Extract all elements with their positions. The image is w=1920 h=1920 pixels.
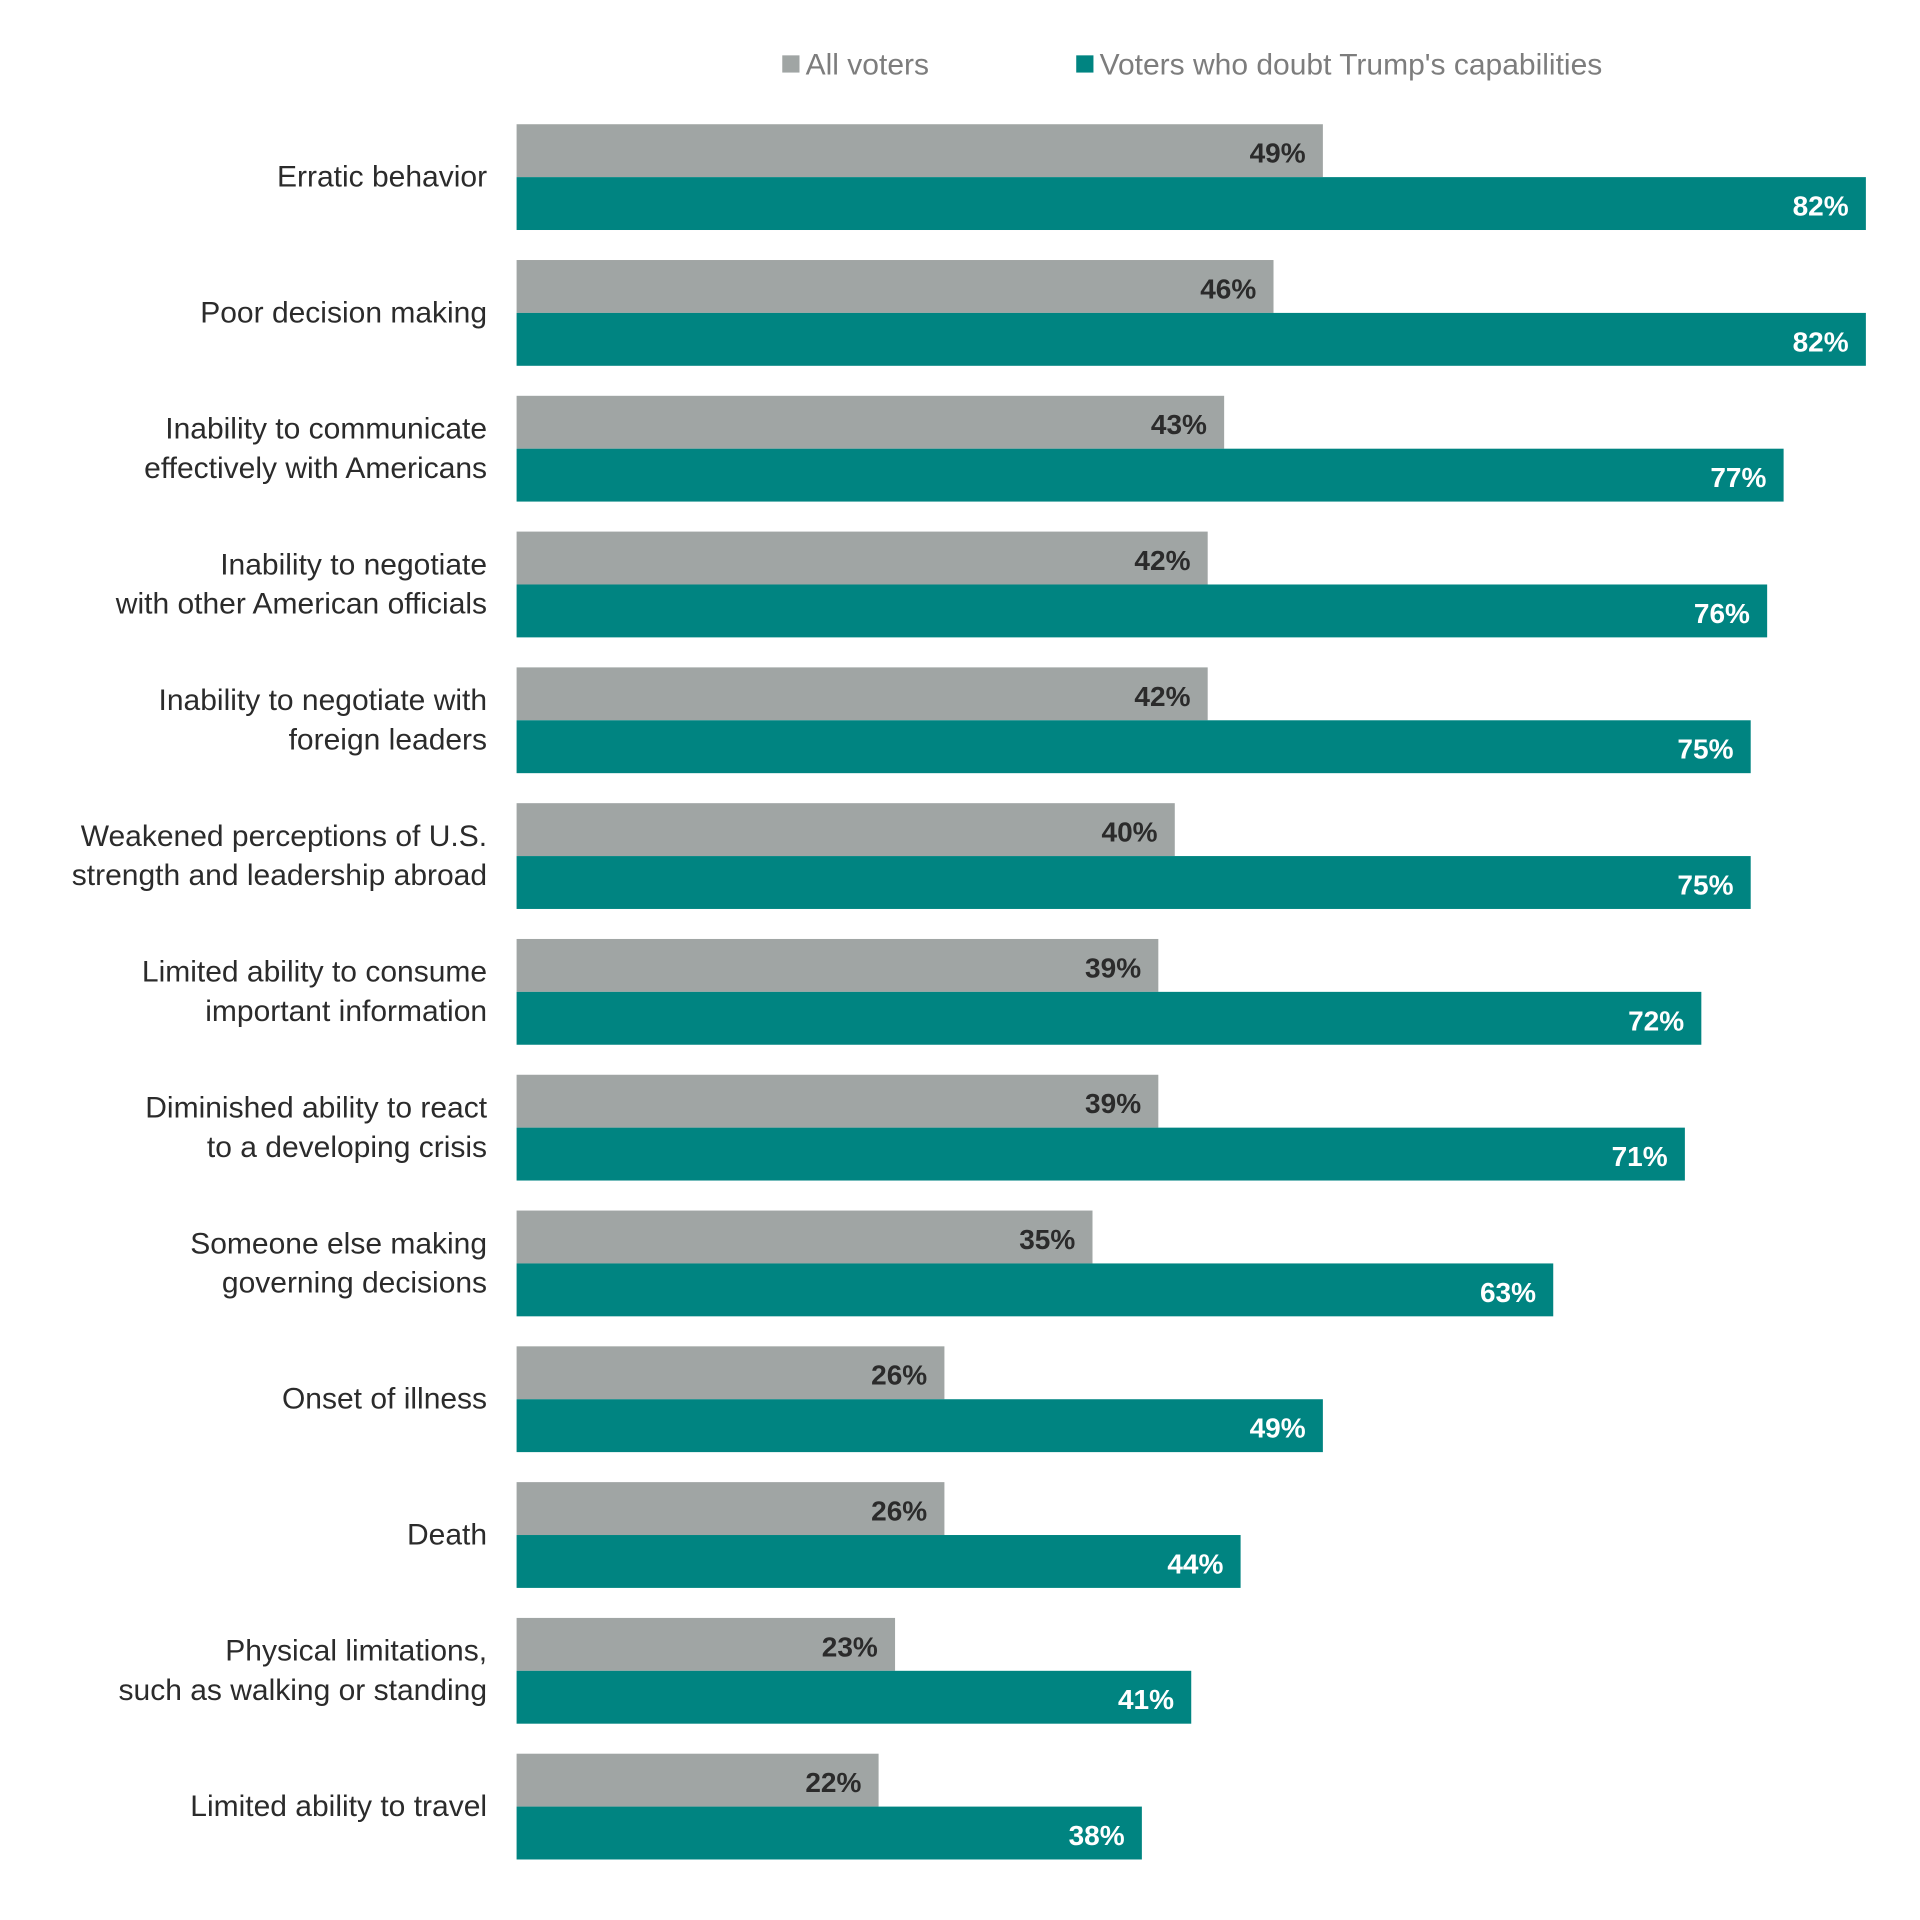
data-label-all-voters: 49% [1250,138,1306,169]
bar-all-voters [516,1346,945,1400]
data-label-all-voters: 23% [822,1631,878,1662]
bar-all-voters [516,938,1159,992]
bar-doubters [516,1670,1192,1724]
category-label: Inability to communicate effectively with… [144,413,487,485]
legend: All voters Voters who doubt Trump's capab… [782,49,1602,82]
legend-label-2: Voters who doubt Trump's capabilities [1100,49,1603,82]
data-label-all-voters: 26% [871,1496,927,1527]
data-label-doubters: 71% [1612,1141,1668,1172]
data-label-all-voters: 35% [1019,1224,1075,1255]
bar-all-voters [516,1617,896,1671]
legend-swatch-2 [1076,55,1094,73]
bar-doubters [516,312,1866,366]
data-label-doubters: 82% [1793,191,1849,222]
bar-all-voters [516,395,1225,449]
category-label: Poor decision making [200,296,487,329]
data-label-all-voters: 43% [1151,409,1207,440]
data-label-doubters: 38% [1069,1820,1125,1851]
data-label-doubters: 75% [1677,734,1733,765]
bar-all-voters [516,1210,1093,1264]
data-label-doubters: 82% [1793,326,1849,357]
category-label: Onset of illness [282,1383,487,1416]
bar-all-voters [516,124,1323,178]
category-labels: Erratic behavior Poor decision making Inab… [72,161,488,1823]
data-label-all-voters: 22% [805,1767,861,1798]
bar-all-voters [516,667,1208,721]
bar-doubters [516,1263,1554,1317]
data-label-doubters: 75% [1677,869,1733,900]
legend-swatch-1 [782,55,800,73]
category-label: Diminished ability to react to a developi… [145,1091,487,1163]
data-label-doubters: 76% [1694,598,1750,629]
category-label: Inability to negotiate with foreign leade… [159,684,488,756]
category-label: Inability to negotiate with other America… [115,548,487,620]
legend-label-1: All voters [806,49,929,82]
bar-doubters [516,1806,1142,1860]
bars [516,124,1866,1860]
value-labels: 49% 82% 46% 82% 43% 77% 42% 76% 42% 75% 40% 75% 39% 7… [805,138,1848,1851]
category-label: Limited ability to travel [190,1790,487,1823]
data-label-all-voters: 42% [1134,545,1190,576]
data-label-doubters: 44% [1167,1548,1223,1579]
data-label-doubters: 72% [1628,1005,1684,1036]
bar-doubters [516,1535,1241,1588]
category-label: Someone else making governing decisions [190,1227,487,1299]
category-label: Physical limitations, such as walking or … [119,1635,488,1707]
category-label: Weakened perceptions of U.S. strength and… [72,820,487,892]
data-label-all-voters: 46% [1200,273,1256,304]
bar-doubters [516,856,1751,909]
data-label-all-voters: 42% [1134,681,1190,712]
bar-doubters [516,1399,1323,1453]
bar-all-voters [516,531,1208,585]
data-label-doubters: 49% [1250,1413,1306,1444]
bar-all-voters [516,1074,1159,1128]
bar-doubters [516,1127,1685,1181]
bar-all-voters [516,1482,945,1536]
data-label-doubters: 41% [1118,1684,1174,1715]
bar-doubters [516,177,1866,231]
data-label-all-voters: 39% [1085,952,1141,983]
data-label-doubters: 63% [1480,1277,1536,1308]
data-label-all-voters: 26% [871,1360,927,1391]
bar-doubters [516,720,1751,774]
category-label: Limited ability to consume important info… [142,956,487,1028]
bar-all-voters [516,803,1175,857]
data-label-all-voters: 40% [1102,817,1158,848]
bar-doubters [516,584,1768,638]
category-label: Erratic behavior [277,161,487,194]
bar-doubters [516,448,1784,502]
bar-all-voters [516,260,1274,313]
data-label-doubters: 77% [1710,462,1766,493]
category-label: Death [407,1519,487,1552]
data-label-all-voters: 39% [1085,1088,1141,1119]
bar-all-voters [516,1753,879,1807]
bar-doubters [516,991,1702,1045]
